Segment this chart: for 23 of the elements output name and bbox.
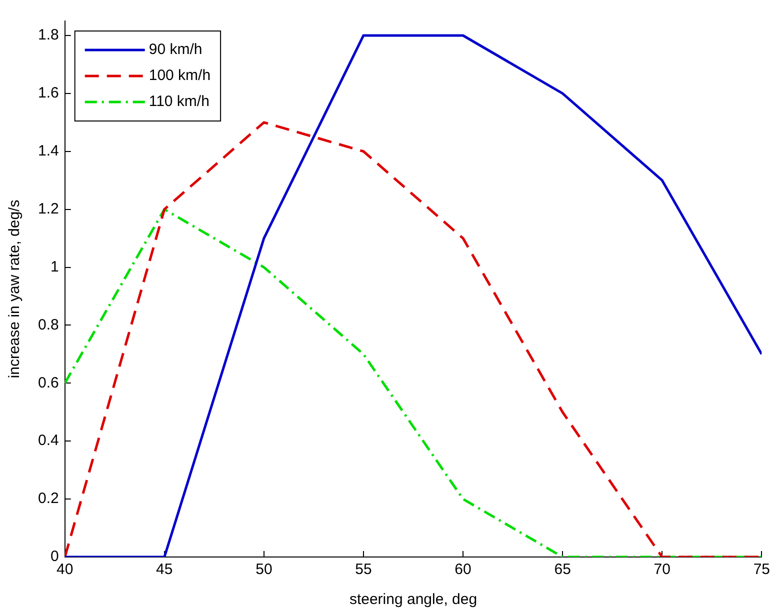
y-tick-label: 1.6 (38, 84, 59, 102)
y-tick-label: 0 (50, 548, 59, 566)
y-tick-label: 1 (50, 258, 59, 276)
y-tick-label: 0.8 (38, 316, 59, 334)
y-tick-label: 0.4 (38, 432, 59, 450)
y-tick-label: 1.8 (38, 26, 59, 44)
x-tick-label: 40 (56, 561, 74, 578)
y-axis-title: increase in yaw rate, deg/s (6, 200, 24, 378)
x-tick-label: 65 (554, 561, 571, 578)
legend-label: 90 km/h (148, 41, 202, 58)
x-tick-label: 45 (156, 561, 173, 578)
x-tick-label: 55 (355, 561, 372, 578)
legend-label: 110 km/h (148, 93, 210, 110)
y-tick-label: 1.4 (38, 142, 59, 160)
y-tick-label: 0.6 (38, 374, 59, 392)
y-tick-label: 1.2 (38, 200, 59, 218)
x-tick-label: 60 (454, 561, 472, 578)
x-tick-label: 50 (256, 561, 272, 578)
x-axis-title: steering angle, deg (349, 591, 478, 608)
y-tick-label: 0.2 (38, 490, 59, 508)
x-tick-label: 75 (753, 561, 770, 578)
x-tick-label: 70 (654, 561, 670, 578)
legend-label: 100 km/h (148, 67, 211, 84)
